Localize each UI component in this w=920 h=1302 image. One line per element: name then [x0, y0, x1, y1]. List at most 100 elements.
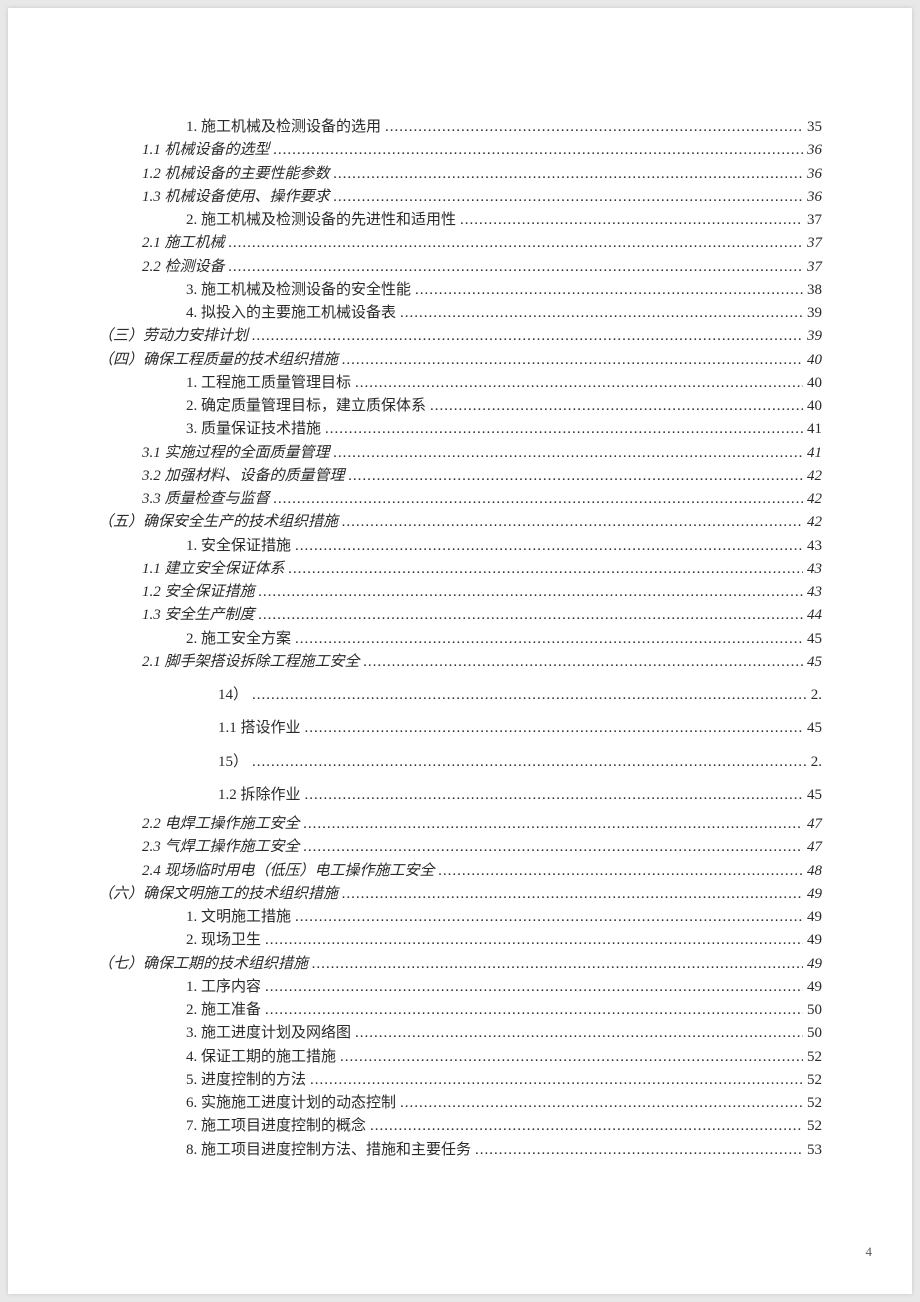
- toc-leader-dots: [325, 418, 803, 441]
- toc-entry: （五）确保安全生产的技术组织措施 42: [98, 511, 822, 534]
- toc-leader-dots: [475, 1139, 803, 1162]
- toc-leader-dots: [274, 488, 803, 511]
- toc-entry-label: 1.1 建立安全保证体系: [142, 558, 285, 581]
- toc-entry-label: （六）确保文明施工的技术组织措施: [98, 883, 338, 906]
- toc-entry: 1.2 拆除作业45: [98, 784, 822, 807]
- toc-entry-page: 50: [807, 999, 822, 1022]
- toc-leader-dots: [274, 139, 803, 162]
- toc-entry-page: 45: [807, 651, 822, 674]
- toc-leader-dots: [355, 1022, 803, 1045]
- toc-entry-page: 43: [807, 558, 822, 581]
- toc-entry-page: 38: [807, 279, 822, 302]
- toc-leader-dots: [439, 860, 803, 883]
- toc-entry: 1.2 机械设备的主要性能参数36: [98, 163, 822, 186]
- toc-entry-page: 2.: [811, 684, 822, 707]
- toc-entry-page: 49: [807, 906, 822, 929]
- toc-entry: 2.1 施工机械 37: [98, 232, 822, 255]
- toc-entry-label: 4. 保证工期的施工措施: [186, 1046, 336, 1069]
- toc-entry-label: 2.4 现场临时用电（低压）电工操作施工安全: [142, 860, 435, 883]
- toc-entry-page: 37: [807, 232, 822, 255]
- toc-entry-label: 1.1 机械设备的选型: [142, 139, 270, 162]
- toc-leader-dots: [295, 906, 803, 929]
- toc-entry: 2.1 脚手架搭设拆除工程施工安全 45: [98, 651, 822, 674]
- toc-entry-label: 3. 施工机械及检测设备的安全性能: [186, 279, 411, 302]
- toc-entry: 2.2 电焊工操作施工安全47: [98, 813, 822, 836]
- toc-entry-page: 48: [807, 860, 822, 883]
- toc-entry: 7. 施工项目进度控制的概念52: [98, 1115, 822, 1138]
- toc-leader-dots: [229, 232, 803, 255]
- toc-entry-page: 49: [807, 883, 822, 906]
- toc-entry: 3.1 实施过程的全面质量管理 41: [98, 442, 822, 465]
- toc-entry-page: 52: [807, 1069, 822, 1092]
- toc-entry: 1. 安全保证措施43: [98, 535, 822, 558]
- toc-leader-dots: [295, 628, 803, 651]
- toc-entry: 1. 文明施工措施49: [98, 906, 822, 929]
- toc-entry-label: 1.1 搭设作业: [218, 717, 301, 740]
- toc-entry-page: 52: [807, 1092, 822, 1115]
- toc-entry-page: 40: [807, 349, 822, 372]
- toc-entry-label: 3.2 加强材料、设备的质量管理: [142, 465, 345, 488]
- toc-entry-label: 2.1 脚手架搭设拆除工程施工安全: [142, 651, 360, 674]
- toc-leader-dots: [355, 372, 803, 395]
- toc-entry: 1. 施工机械及检测设备的选用35: [98, 116, 822, 139]
- toc-entry-page: 37: [807, 209, 822, 232]
- toc-entry: 2.2 检测设备37: [98, 256, 822, 279]
- toc-leader-dots: [370, 1115, 803, 1138]
- toc-entry-page: 36: [807, 139, 822, 162]
- toc-entry-label: 3.3 质量检查与监督: [142, 488, 270, 511]
- toc-leader-dots: [310, 1069, 803, 1092]
- toc-leader-dots: [340, 1046, 803, 1069]
- toc-leader-dots: [252, 325, 803, 348]
- toc-entry-label: 5. 进度控制的方法: [186, 1069, 306, 1092]
- toc-entry-label: 1. 工序内容: [186, 976, 261, 999]
- toc-leader-dots: [229, 256, 803, 279]
- toc-leader-dots: [304, 813, 803, 836]
- toc-entry: 1. 工序内容49: [98, 976, 822, 999]
- toc-leader-dots: [304, 836, 803, 859]
- toc-entry-page: 45: [807, 784, 822, 807]
- toc-entry-page: 53: [807, 1139, 822, 1162]
- toc-leader-dots: [305, 784, 803, 807]
- toc-entry: 3. 质量保证技术措施41: [98, 418, 822, 441]
- toc-entry-page: 42: [807, 488, 822, 511]
- toc-entry-page: 2.: [811, 751, 822, 774]
- toc-entry-page: 47: [807, 836, 822, 859]
- toc-leader-dots: [460, 209, 803, 232]
- toc-entry: 15）2.: [98, 751, 822, 774]
- toc-leader-dots: [342, 883, 803, 906]
- toc-leader-dots: [305, 717, 803, 740]
- toc-entry-page: 44: [807, 604, 822, 627]
- toc-entry-label: 1.3 机械设备使用、操作要求: [142, 186, 330, 209]
- toc-leader-dots: [259, 604, 803, 627]
- toc-entry-page: 47: [807, 813, 822, 836]
- toc-entry: 3.2 加强材料、设备的质量管理42: [98, 465, 822, 488]
- toc-entry-label: 3.1 实施过程的全面质量管理: [142, 442, 330, 465]
- toc-entry-label: 4. 拟投入的主要施工机械设备表: [186, 302, 396, 325]
- toc-entry-page: 49: [807, 929, 822, 952]
- toc-entry-label: （四）确保工程质量的技术组织措施: [98, 349, 338, 372]
- document-page: 1. 施工机械及检测设备的选用351.1 机械设备的选型 361.2 机械设备的主…: [8, 8, 912, 1294]
- toc-entry-label: 3. 施工进度计划及网络图: [186, 1022, 351, 1045]
- toc-entry-label: 2.1 施工机械: [142, 232, 225, 255]
- toc-leader-dots: [252, 684, 807, 707]
- toc-entry: 1.1 机械设备的选型 36: [98, 139, 822, 162]
- toc-entry-page: 35: [807, 116, 822, 139]
- toc-entry: （六）确保文明施工的技术组织措施 49: [98, 883, 822, 906]
- toc-entry-label: 1. 工程施工质量管理目标: [186, 372, 351, 395]
- toc-entry-page: 45: [807, 717, 822, 740]
- toc-entry: 4. 保证工期的施工措施52: [98, 1046, 822, 1069]
- toc-entry: 2. 现场卫生49: [98, 929, 822, 952]
- toc-entry-label: （五）确保安全生产的技术组织措施: [98, 511, 338, 534]
- toc-entry-label: 2. 施工安全方案: [186, 628, 291, 651]
- toc-entry-page: 39: [807, 302, 822, 325]
- toc-entry: 2.4 现场临时用电（低压）电工操作施工安全 48: [98, 860, 822, 883]
- toc-entry: 2.3 气焊工操作施工安全47: [98, 836, 822, 859]
- toc-entry-page: 43: [807, 535, 822, 558]
- toc-entry-page: 40: [807, 372, 822, 395]
- toc-leader-dots: [430, 395, 803, 418]
- toc-leader-dots: [312, 953, 803, 976]
- toc-entry-page: 41: [807, 442, 822, 465]
- toc-leader-dots: [385, 116, 803, 139]
- toc-entry-page: 42: [807, 511, 822, 534]
- toc-entry-label: 1.2 安全保证措施: [142, 581, 255, 604]
